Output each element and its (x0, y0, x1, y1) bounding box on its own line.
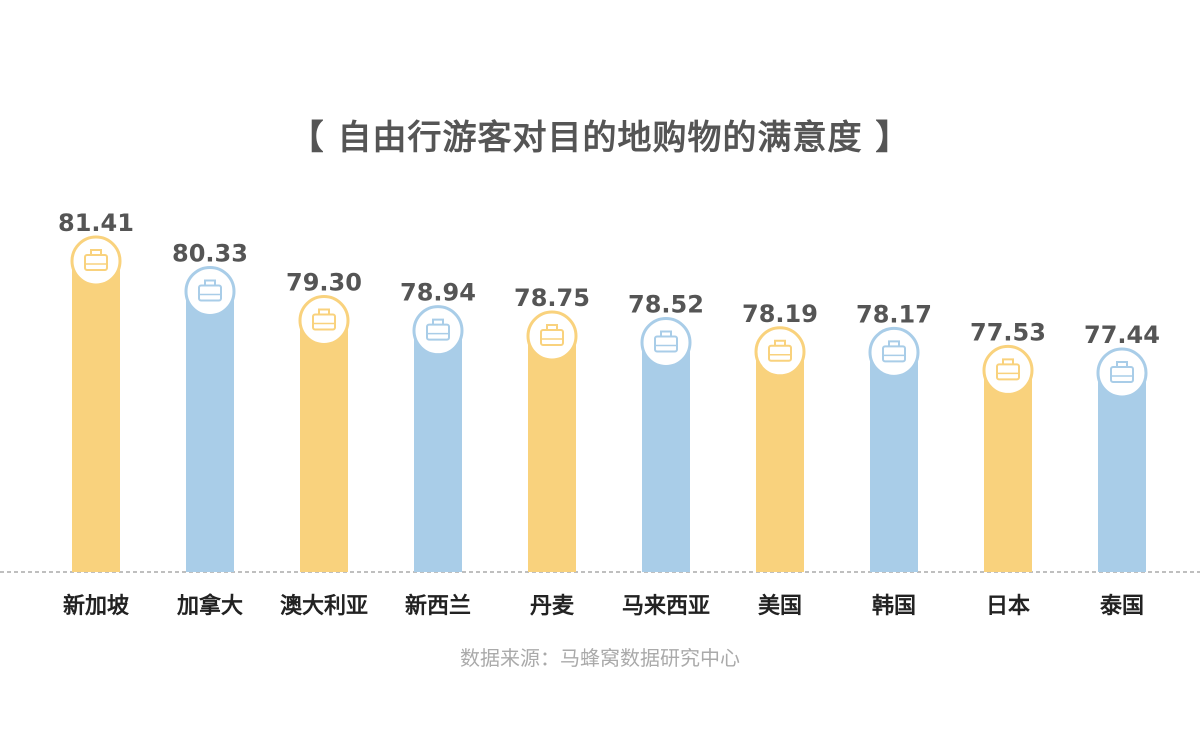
bar (414, 330, 462, 572)
x-tick-label: 新西兰 (405, 593, 471, 619)
bar-marker (868, 326, 920, 378)
shopping-bag-icon (1110, 360, 1134, 383)
bar-marker (184, 265, 236, 317)
bar (72, 261, 120, 572)
data-label: 78.94 (400, 279, 476, 307)
bar (984, 370, 1032, 572)
x-tick-label: 马来西亚 (622, 594, 710, 619)
bar (528, 336, 576, 572)
data-label: 81.41 (58, 209, 134, 237)
bar-marker (70, 235, 122, 287)
x-tick-label: 泰国 (1099, 594, 1144, 619)
bar-marker (754, 326, 806, 378)
x-tick-label: 加拿大 (176, 593, 243, 619)
data-label: 79.30 (286, 269, 362, 297)
bar-marker (298, 295, 350, 347)
data-label: 78.19 (742, 300, 818, 328)
x-tick-label: 澳大利亚 (280, 593, 368, 619)
bar-marker (640, 316, 692, 368)
bar-marker (1096, 347, 1148, 399)
chart-title: 【 自由行游客对目的地购物的满意度 】 (289, 118, 911, 158)
shopping-bag-icon (654, 330, 678, 353)
shopping-bag-icon (84, 249, 108, 271)
data-label: 77.44 (1084, 321, 1160, 349)
shopping-bag-icon (882, 340, 906, 363)
shopping-bag-icon (312, 308, 336, 331)
shopping-bag-icon (768, 339, 792, 362)
data-label: 80.33 (172, 239, 248, 267)
bar (642, 342, 690, 572)
x-tick-label: 新加坡 (63, 593, 129, 619)
bar-marker (526, 310, 578, 362)
x-tick-label: 日本 (986, 594, 1030, 619)
data-label: 78.52 (628, 290, 704, 318)
data-label: 78.75 (514, 284, 590, 312)
shopping-bag-icon (540, 324, 564, 347)
x-tick-label: 美国 (758, 593, 802, 619)
source-note: 数据来源：马蜂窝数据研究中心 (460, 646, 740, 670)
data-label: 78.17 (856, 300, 932, 328)
shopping-bag-icon (996, 358, 1020, 381)
data-label: 77.53 (970, 318, 1046, 346)
shopping-bag-icon (198, 279, 222, 302)
bar-marker (412, 305, 464, 357)
bar (756, 351, 804, 572)
x-tick-label: 韩国 (872, 593, 916, 619)
x-tick-label: 丹麦 (530, 593, 575, 619)
bar (870, 352, 918, 572)
bar-marker (982, 344, 1034, 396)
shopping-bag-icon (426, 318, 450, 341)
bar (300, 320, 348, 572)
bar (1098, 372, 1146, 572)
bar (186, 291, 234, 572)
